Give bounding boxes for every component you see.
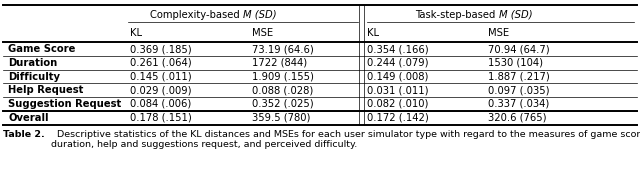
Text: 0.149 (.008): 0.149 (.008) — [367, 72, 428, 82]
Text: Overall: Overall — [8, 113, 49, 123]
Text: MSE: MSE — [488, 28, 509, 38]
Text: 0.029 (.009): 0.029 (.009) — [130, 85, 191, 95]
Text: 320.6 (765): 320.6 (765) — [488, 113, 547, 123]
Text: Help Request: Help Request — [8, 85, 84, 95]
Text: 359.5 (780): 359.5 (780) — [252, 113, 310, 123]
Text: 1.887 (.217): 1.887 (.217) — [488, 72, 550, 82]
Text: M (SD): M (SD) — [243, 10, 276, 20]
Text: 0.261 (.064): 0.261 (.064) — [130, 58, 191, 68]
Text: Task-step-based: Task-step-based — [415, 10, 499, 20]
Text: 0.178 (.151): 0.178 (.151) — [130, 113, 191, 123]
Text: Suggestion Request: Suggestion Request — [8, 99, 122, 109]
Text: 0.369 (.185): 0.369 (.185) — [130, 44, 191, 54]
Text: 0.145 (.011): 0.145 (.011) — [130, 72, 191, 82]
Text: Descriptive statistics of the KL distances and MSEs for each user simulator type: Descriptive statistics of the KL distanc… — [51, 130, 640, 149]
Text: KL: KL — [367, 28, 379, 38]
Text: 0.088 (.028): 0.088 (.028) — [252, 85, 313, 95]
Text: 70.94 (64.7): 70.94 (64.7) — [488, 44, 550, 54]
Text: 1530 (104): 1530 (104) — [488, 58, 543, 68]
Text: 0.352 (.025): 0.352 (.025) — [252, 99, 313, 109]
Text: 1.909 (.155): 1.909 (.155) — [252, 72, 314, 82]
Text: Table 2.: Table 2. — [3, 130, 45, 139]
Text: MSE: MSE — [252, 28, 273, 38]
Text: Complexity-based: Complexity-based — [150, 10, 243, 20]
Text: 1722 (844): 1722 (844) — [252, 58, 307, 68]
Text: 0.084 (.006): 0.084 (.006) — [130, 99, 191, 109]
Text: Difficulty: Difficulty — [8, 72, 60, 82]
Text: 0.244 (.079): 0.244 (.079) — [367, 58, 428, 68]
Text: 0.172 (.142): 0.172 (.142) — [367, 113, 428, 123]
Text: Game Score: Game Score — [8, 44, 76, 54]
Text: 0.082 (.010): 0.082 (.010) — [367, 99, 428, 109]
Text: KL: KL — [130, 28, 142, 38]
Text: 73.19 (64.6): 73.19 (64.6) — [252, 44, 313, 54]
Text: M (SD): M (SD) — [499, 10, 532, 20]
Text: Duration: Duration — [8, 58, 58, 68]
Text: 0.031 (.011): 0.031 (.011) — [367, 85, 428, 95]
Text: 0.354 (.166): 0.354 (.166) — [367, 44, 428, 54]
Text: 0.097 (.035): 0.097 (.035) — [488, 85, 550, 95]
Text: 0.337 (.034): 0.337 (.034) — [488, 99, 550, 109]
